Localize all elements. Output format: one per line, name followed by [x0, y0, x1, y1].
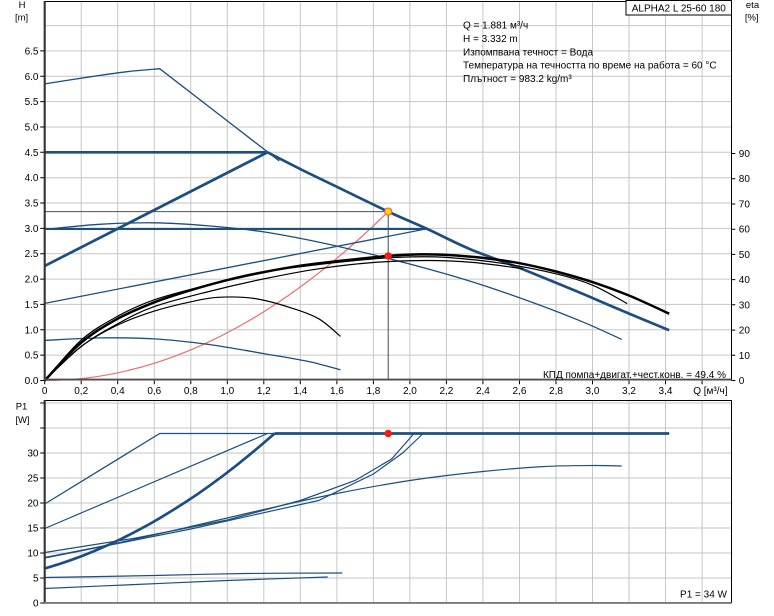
svg-text:90: 90 — [739, 149, 751, 160]
svg-text:Q [м³/ч]: Q [м³/ч] — [693, 386, 728, 397]
svg-text:1.5: 1.5 — [25, 300, 39, 311]
svg-text:6.0: 6.0 — [25, 72, 39, 83]
svg-text:[m]: [m] — [15, 13, 28, 24]
svg-text:Q = 1.881 м³/ч: Q = 1.881 м³/ч — [463, 21, 528, 32]
svg-text:Плътност = 983.2 kg/m³: Плътност = 983.2 kg/m³ — [463, 74, 572, 85]
svg-text:0,4: 0,4 — [111, 386, 125, 397]
svg-text:0.5: 0.5 — [25, 351, 39, 362]
svg-text:2,8: 2,8 — [549, 386, 563, 397]
svg-text:30: 30 — [27, 449, 39, 460]
svg-text:5.5: 5.5 — [25, 97, 39, 108]
svg-text:H = 3.332 m: H = 3.332 m — [463, 34, 518, 45]
svg-text:3,2: 3,2 — [622, 386, 636, 397]
svg-text:50: 50 — [739, 250, 751, 261]
svg-text:1.0: 1.0 — [25, 325, 39, 336]
svg-text:30: 30 — [739, 300, 751, 311]
svg-text:2,6: 2,6 — [513, 386, 527, 397]
svg-text:0.0: 0.0 — [25, 376, 39, 387]
svg-text:[W]: [W] — [15, 415, 29, 426]
svg-text:КПД помпа+двигат.+чест.конв. =: КПД помпа+двигат.+чест.конв. = 49.4 % — [543, 370, 726, 381]
svg-text:2,2: 2,2 — [439, 386, 453, 397]
svg-text:1,6: 1,6 — [330, 386, 344, 397]
svg-text:5: 5 — [33, 574, 39, 585]
svg-text:0,2: 0,2 — [74, 386, 88, 397]
svg-text:4.5: 4.5 — [25, 148, 39, 159]
svg-text:20: 20 — [739, 326, 751, 337]
svg-text:1,4: 1,4 — [293, 386, 307, 397]
svg-text:2,0: 2,0 — [403, 386, 417, 397]
svg-text:1,2: 1,2 — [257, 386, 271, 397]
svg-text:4.0: 4.0 — [25, 173, 39, 184]
svg-text:3,4: 3,4 — [659, 386, 673, 397]
svg-text:0: 0 — [42, 386, 48, 397]
svg-text:0: 0 — [739, 376, 745, 387]
svg-text:[%]: [%] — [745, 12, 759, 23]
svg-text:ALPHA2 L 25-60 180: ALPHA2 L 25-60 180 — [632, 4, 727, 15]
svg-text:0,8: 0,8 — [184, 386, 198, 397]
svg-text:15: 15 — [27, 524, 39, 535]
svg-text:25: 25 — [27, 474, 39, 485]
svg-text:eta: eta — [746, 0, 760, 11]
svg-text:80: 80 — [739, 174, 751, 185]
svg-text:1,0: 1,0 — [220, 386, 234, 397]
svg-text:2.0: 2.0 — [25, 275, 39, 286]
svg-text:0: 0 — [33, 599, 39, 610]
svg-text:60: 60 — [739, 225, 751, 236]
svg-text:H: H — [19, 0, 26, 11]
svg-text:20: 20 — [27, 499, 39, 510]
svg-text:0,6: 0,6 — [147, 386, 161, 397]
svg-text:1,8: 1,8 — [366, 386, 380, 397]
svg-text:2.5: 2.5 — [25, 249, 39, 260]
svg-text:70: 70 — [739, 200, 751, 211]
svg-text:10: 10 — [739, 351, 751, 362]
svg-text:3.0: 3.0 — [25, 224, 39, 235]
svg-text:6.5: 6.5 — [25, 46, 39, 57]
svg-text:Изпомпвана течност = Вода: Изпомпвана течност = Вода — [463, 47, 593, 58]
svg-text:5.0: 5.0 — [25, 123, 39, 134]
svg-text:10: 10 — [27, 549, 39, 560]
svg-text:Температура на течността по вр: Температура на течността по време на раб… — [463, 60, 717, 72]
svg-text:P1: P1 — [16, 402, 28, 413]
svg-text:2,4: 2,4 — [476, 386, 490, 397]
svg-text:3.5: 3.5 — [25, 199, 39, 210]
svg-text:P1 = 34 W: P1 = 34 W — [680, 590, 728, 601]
svg-text:40: 40 — [739, 275, 751, 286]
svg-text:3,0: 3,0 — [586, 386, 600, 397]
